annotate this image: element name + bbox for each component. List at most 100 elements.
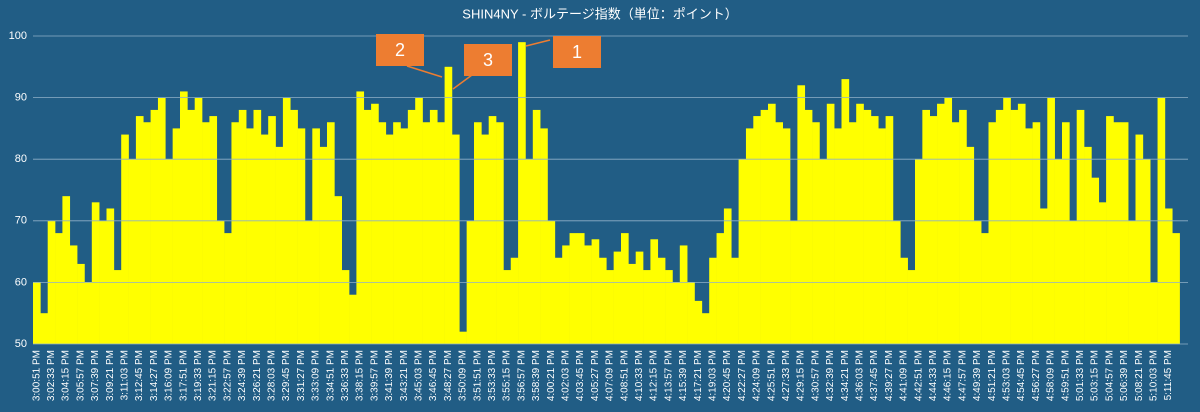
bar [488, 116, 497, 344]
x-tick-label: 3:45:03 PM [414, 350, 425, 401]
bar [679, 245, 688, 344]
bar [613, 251, 622, 344]
arrow [452, 74, 473, 90]
annotation-box [553, 36, 601, 68]
bar [621, 233, 629, 344]
bar [429, 109, 438, 344]
bar [69, 245, 78, 344]
bar [643, 270, 651, 344]
bar [1017, 103, 1026, 344]
x-tick-label: 5:04:57 PM [1104, 350, 1115, 401]
bar [510, 257, 519, 344]
bar [1172, 233, 1180, 344]
bar [231, 122, 240, 345]
x-tick-label: 4:47:57 PM [957, 350, 968, 401]
bar [657, 257, 666, 344]
x-tick-label: 3:38:15 PM [355, 350, 366, 401]
bar [929, 116, 938, 344]
x-tick-label: 4:22:27 PM [737, 350, 748, 401]
bar [1098, 202, 1107, 344]
bar [848, 122, 857, 345]
x-tick-label: 4:07:09 PM [605, 350, 616, 401]
bar [915, 159, 923, 344]
x-tick-label: 3:07:39 PM [90, 350, 101, 401]
bar [1084, 146, 1092, 344]
bar [349, 294, 357, 344]
bar [312, 128, 320, 344]
bar [518, 42, 526, 344]
x-tick-label: 3:22:57 PM [222, 350, 233, 401]
bar [260, 134, 269, 344]
bar [327, 122, 335, 345]
bar [474, 122, 482, 345]
bar [966, 146, 975, 344]
x-tick-label: 5:08:21 PM [1134, 350, 1145, 401]
x-tick-label: 4:20:45 PM [722, 350, 733, 401]
bar [334, 196, 342, 344]
x-tick-label: 3:29:45 PM [281, 350, 292, 401]
x-tick-label: 4:15:39 PM [678, 350, 689, 401]
x-tick-label: 3:12:45 PM [134, 350, 145, 401]
x-tick-label: 3:53:33 PM [487, 350, 498, 401]
bar [106, 208, 115, 344]
bar [1142, 159, 1151, 344]
bar [812, 122, 820, 345]
x-tick-label: 3:00:51 PM [31, 350, 42, 401]
bar [451, 134, 460, 344]
arrow [525, 39, 551, 47]
bar [40, 313, 48, 344]
x-tick-label: 5:11:45 PM [1163, 350, 1174, 400]
y-tick-label: 100 [9, 30, 27, 42]
bar [363, 109, 372, 344]
bar [709, 257, 717, 344]
x-tick-label: 4:19:03 PM [708, 350, 719, 401]
bar [437, 122, 445, 345]
annotation-box [376, 34, 424, 66]
bar [275, 146, 284, 344]
bar [981, 233, 989, 344]
x-tick-label: 3:58:39 PM [531, 350, 542, 401]
x-tick-label: 4:02:03 PM [561, 350, 572, 401]
y-tick-label: 80 [15, 153, 27, 165]
bar [356, 91, 365, 344]
x-tick-label: 4:37:45 PM [869, 350, 880, 401]
bar [224, 233, 232, 344]
bar [745, 128, 754, 344]
y-tick-label: 60 [15, 276, 27, 288]
bar [62, 196, 71, 344]
bar [885, 116, 894, 344]
x-tick-label: 4:39:27 PM [884, 350, 895, 401]
bar [341, 270, 350, 344]
x-tick-label: 3:02:33 PM [46, 350, 57, 401]
x-tick-label: 4:44:33 PM [928, 350, 939, 401]
x-tick-label: 3:41:39 PM [384, 350, 395, 401]
bar [496, 122, 504, 345]
bar [91, 202, 100, 344]
bar [856, 103, 864, 344]
bar [782, 128, 791, 344]
bar [591, 239, 600, 344]
bar [253, 109, 262, 344]
bar [665, 270, 673, 344]
bar [731, 257, 739, 344]
x-tick-label: 4:13:57 PM [663, 350, 674, 401]
x-tick-label: 3:16:09 PM [164, 350, 175, 401]
x-tick-label: 4:53:03 PM [1002, 350, 1013, 401]
bar [606, 270, 614, 344]
x-tick-label: 4:08:51 PM [619, 350, 630, 401]
x-tick-label: 3:05:57 PM [75, 350, 86, 401]
bar [481, 134, 489, 344]
bar [1106, 116, 1114, 344]
x-tick-label: 4:51:21 PM [987, 350, 998, 401]
annotation-box [464, 44, 512, 76]
bar [202, 122, 210, 345]
bar [1025, 128, 1033, 344]
bar [863, 109, 872, 344]
bar [246, 128, 254, 344]
x-tick-label: 4:56:27 PM [1031, 350, 1042, 401]
bar [77, 263, 85, 344]
x-tick-label: 3:33:09 PM [311, 350, 322, 401]
bar [1113, 122, 1122, 345]
bar [128, 159, 137, 344]
bar [1091, 177, 1100, 344]
